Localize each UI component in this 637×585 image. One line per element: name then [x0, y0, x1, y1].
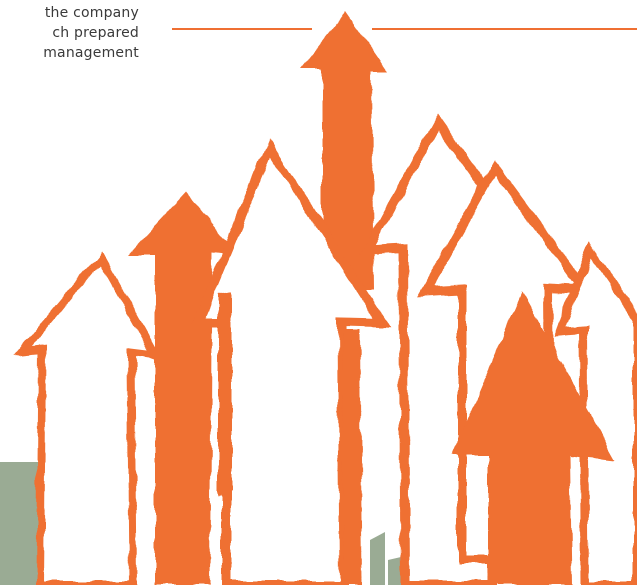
- accent-rule-right: [372, 28, 637, 30]
- arrow-shape: [342, 330, 362, 585]
- text-line: ch prepared: [52, 25, 139, 41]
- text-line: management: [43, 45, 139, 61]
- arrow-shape: [554, 241, 637, 585]
- body-paragraph-fragment: the company ch prepared management: [0, 3, 139, 63]
- accent-rule-left: [172, 28, 312, 30]
- arrow-shape: [191, 138, 391, 585]
- arrow-shape: [452, 292, 616, 585]
- text-line: the company: [44, 5, 139, 21]
- arrow-shape: [218, 292, 232, 495]
- arrow-shape: [300, 12, 387, 290]
- arrow-shape: [12, 250, 163, 585]
